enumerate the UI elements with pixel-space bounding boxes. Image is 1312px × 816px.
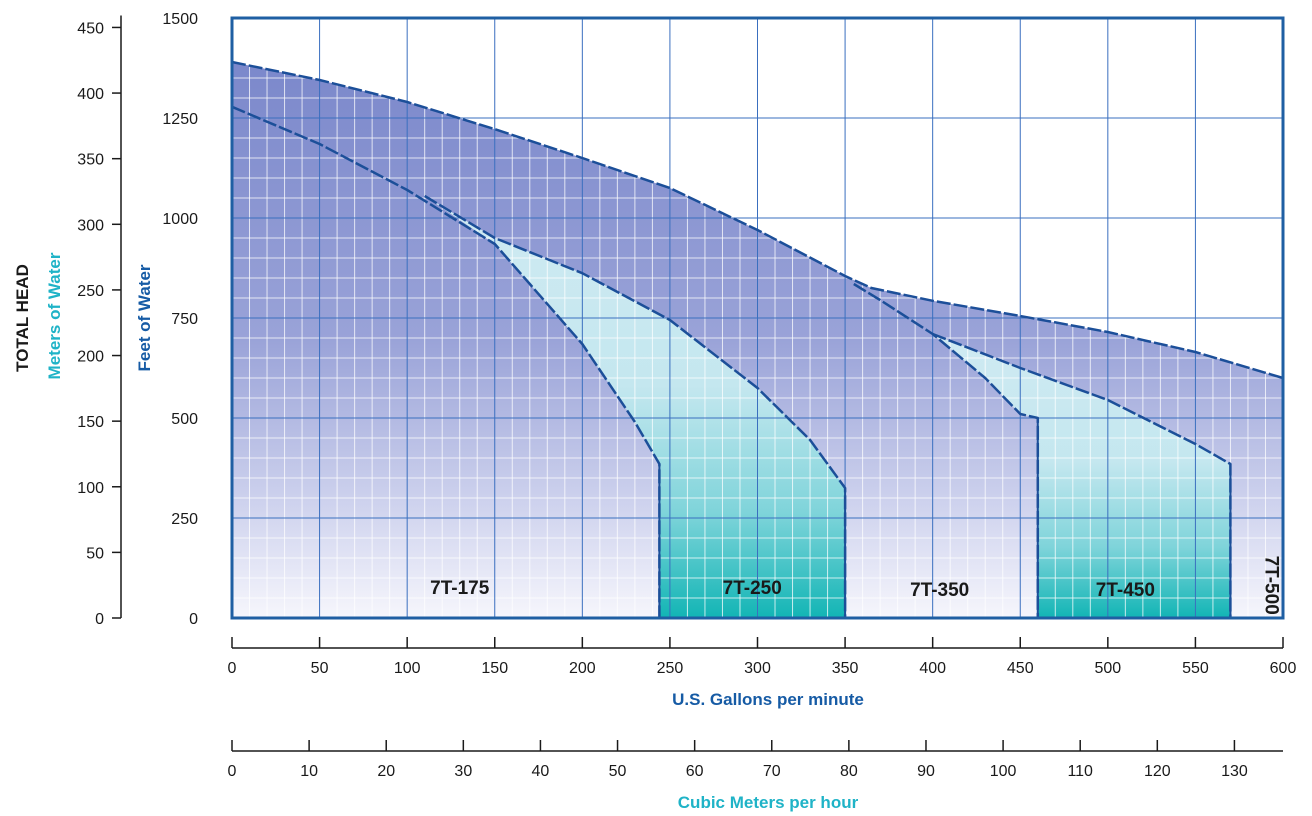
gpm-tick-label: 550 (1182, 660, 1209, 677)
y-group-label: TOTAL HEAD (13, 264, 32, 372)
m3h-axis: 0 10 20 30 40 50 60 70 80 90 100 110 120 130 (228, 740, 1283, 780)
performance-curves (231, 60, 1284, 618)
gpm-tick-label: 150 (481, 660, 508, 677)
m3h-tick-label: 40 (532, 763, 550, 780)
meters-axis-title: Meters of Water (45, 252, 64, 379)
gpm-tick-label: 600 (1270, 660, 1297, 677)
meters-tick-label: 200 (77, 349, 104, 366)
gpm-axis: 0 50 100 150 200 250 300 350 400 450 500 550 600 (228, 637, 1297, 677)
gpm-axis-title: U.S. Gallons per minute (672, 690, 864, 709)
region-label-7t-175: 7T-175 (430, 578, 490, 599)
feet-tick-label: 250 (171, 511, 198, 528)
meters-axis: 0 50 100 150 200 250 300 350 400 450 (77, 15, 122, 628)
region-label-7t-500: 7T-500 (1260, 556, 1281, 615)
meters-tick-label: 50 (86, 545, 104, 562)
feet-axis-title: Feet of Water (135, 264, 154, 371)
meters-tick-label: 400 (77, 86, 104, 103)
meters-tick-label: 450 (77, 20, 104, 37)
gpm-tick-label: 350 (832, 660, 859, 677)
meters-tick-label: 0 (95, 611, 104, 628)
plot-frame (230, 16, 1285, 620)
m3h-tick-label: 80 (840, 763, 858, 780)
m3h-tick-label: 110 (1067, 763, 1093, 780)
meters-tick-label: 150 (77, 414, 104, 431)
feet-tick-label: 1250 (162, 111, 198, 128)
major-gridlines (232, 18, 1283, 618)
feet-tick-label: 1000 (162, 211, 198, 228)
gpm-tick-label: 50 (311, 660, 329, 677)
region-label-7t-350: 7T-350 (910, 580, 969, 601)
7t-500-fill (932, 334, 1231, 618)
gpm-tick-label: 500 (1094, 660, 1121, 677)
m3h-tick-label: 30 (454, 763, 472, 780)
gpm-tick-label: 250 (657, 660, 684, 677)
m3h-axis-title: Cubic Meters per hour (678, 793, 859, 812)
meters-tick-label: 100 (77, 480, 104, 497)
m3h-tick-label: 100 (990, 763, 1017, 780)
m3h-tick-label: 120 (1144, 763, 1171, 780)
gpm-tick-label: 0 (228, 660, 237, 677)
feet-tick-label: 750 (171, 311, 198, 328)
curve-7t-250 (424, 194, 847, 618)
m3h-tick-label: 20 (377, 763, 395, 780)
region-label-7t-450: 7T-450 (1096, 580, 1155, 601)
meters-tick-label: 350 (77, 152, 104, 169)
m3h-tick-label: 0 (228, 763, 237, 780)
feet-tick-label: 500 (171, 411, 198, 428)
m3h-tick-label: 10 (300, 763, 318, 780)
gpm-tick-label: 300 (744, 660, 771, 677)
region-labels: 7T-175 7T-250 7T-350 7T-450 7T-500 (430, 556, 1281, 615)
feet-axis: 0 250 500 750 1000 1250 1500 (162, 11, 198, 628)
m3h-tick-label: 60 (686, 763, 704, 780)
gpm-tick-label: 400 (919, 660, 946, 677)
m3h-tick-label: 130 (1221, 763, 1248, 780)
gpm-tick-label: 100 (394, 660, 421, 677)
meters-tick-label: 250 (77, 283, 104, 300)
m3h-tick-label: 90 (917, 763, 935, 780)
m3h-tick-label: 70 (763, 763, 781, 780)
m3h-tick-label: 50 (609, 763, 627, 780)
feet-tick-label: 1500 (162, 11, 198, 28)
feet-tick-label: 0 (189, 611, 198, 628)
gpm-tick-label: 200 (569, 660, 596, 677)
gpm-tick-label: 450 (1007, 660, 1034, 677)
meters-tick-label: 300 (77, 217, 104, 234)
region-label-7t-250: 7T-250 (723, 578, 782, 599)
curve-7t-350 (231, 60, 1284, 380)
curve-7t-175 (231, 105, 661, 618)
